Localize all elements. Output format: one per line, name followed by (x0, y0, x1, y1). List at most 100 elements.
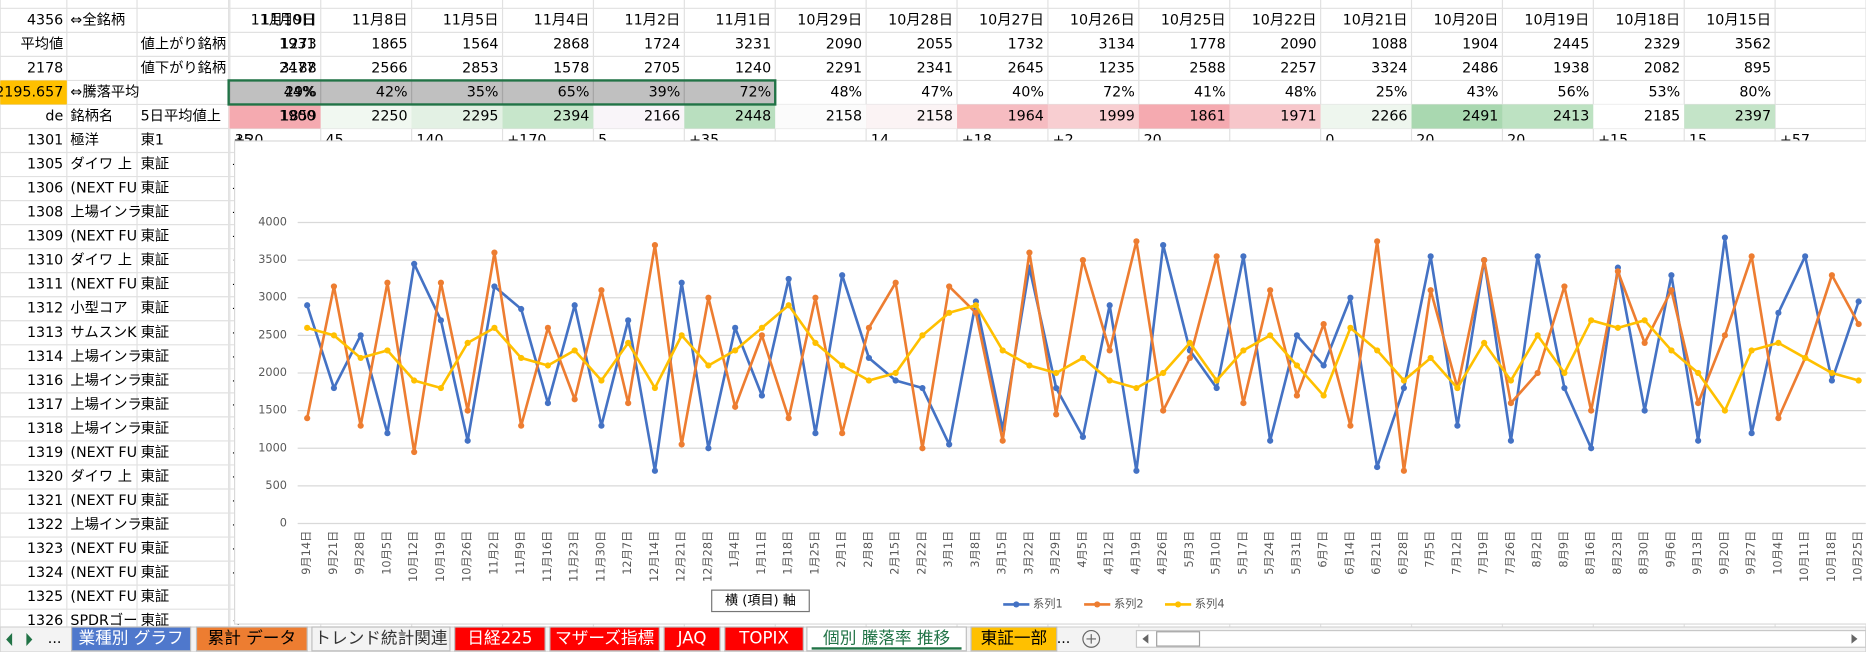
data-point (999, 437, 1006, 444)
data-point (491, 283, 498, 290)
cell-value: 1724 (644, 36, 680, 52)
x-tick-label: 12月28日 (701, 531, 714, 582)
data-point (1454, 384, 1461, 392)
data-point (598, 287, 605, 294)
sheet-tab[interactable] (454, 626, 546, 652)
sheet-tab[interactable] (549, 626, 660, 652)
tab-scroll-right[interactable] (26, 632, 33, 647)
data-point (651, 241, 659, 249)
tooltip-box (711, 589, 810, 613)
cell-label: ダイワ 上 (70, 252, 132, 269)
tab-label[interactable]: 業種別 グラフ (79, 628, 184, 647)
tab-label[interactable]: マザーズ指標 (555, 628, 654, 647)
stock-code: 1314 (27, 349, 63, 365)
cell-value: 2445 (1553, 36, 1589, 52)
stock-code: 1312 (27, 301, 63, 317)
cell-value: 3188 (280, 60, 316, 76)
tab-label[interactable]: 東証一部 (981, 628, 1048, 647)
cell-value: 47% (921, 84, 953, 100)
h-scrollbar[interactable] (1135, 629, 1866, 648)
data-point (1802, 253, 1809, 260)
y-tick-label: 4000 (258, 215, 287, 228)
cell-value: 42% (376, 84, 408, 100)
cell-fill (1684, 104, 1776, 129)
cell-label: 東1 (141, 132, 164, 149)
chart: 0 500 1000 1500 2000 2500 3000 3500 4000 9月14日 9月2… (234, 140, 1866, 625)
cell-fill (411, 104, 503, 129)
tab-label[interactable]: 累計 データ (208, 627, 297, 647)
tab-more[interactable]: ... (48, 631, 62, 647)
tab-label[interactable]: TOPIX (738, 628, 789, 647)
tab-label[interactable]: 個別 騰落率 推移 (823, 628, 950, 647)
cell-value: 1564 (462, 36, 498, 52)
sheet-tab[interactable] (806, 626, 967, 652)
tab-label[interactable]: JAQ (677, 628, 707, 647)
sheet-tab[interactable] (970, 626, 1058, 652)
tab-label[interactable]: 日経225 (467, 628, 532, 647)
data-point (598, 377, 605, 384)
cell-value: 44% (284, 84, 316, 100)
cell-label: 東証 (141, 252, 170, 269)
tab-more[interactable]: ... (1057, 631, 1071, 647)
data-point (571, 396, 578, 403)
data-point (1828, 272, 1835, 279)
data-point (1748, 253, 1755, 260)
cell-value: 2090 (1280, 36, 1316, 52)
stock-code: 1309 (27, 229, 63, 245)
data-point (1588, 407, 1595, 414)
data-point (892, 369, 899, 377)
x-tick-label: 6月28日 (1397, 531, 1410, 575)
sheet-tab[interactable] (71, 626, 192, 652)
y-tick-label: 1500 (258, 404, 287, 417)
data-point (1534, 253, 1541, 260)
cell-value: 65% (558, 84, 590, 100)
data-point (732, 324, 739, 331)
x-tick-label: 12月7日 (621, 531, 634, 575)
data-point (758, 332, 766, 339)
sheet-tab[interactable] (311, 626, 451, 652)
x-tick-label: 5月3日 (1183, 531, 1196, 568)
cell-label: 東証 (141, 588, 170, 605)
x-tick-label: 3月1日 (942, 531, 955, 568)
sheet-tab[interactable] (195, 626, 308, 652)
scroll-right[interactable] (1851, 634, 1858, 644)
sheet-tab[interactable] (663, 626, 721, 652)
cell-label: ⇔騰落平均 (70, 82, 139, 100)
data-point (1053, 369, 1060, 377)
cell-value: 29% (285, 84, 317, 100)
sheet-tab[interactable] (724, 626, 804, 652)
data-point (384, 430, 391, 437)
x-tick-label: 4月5日 (1076, 531, 1089, 568)
data-point (705, 445, 712, 452)
data-point (1695, 369, 1702, 377)
cell-label: 東証 (141, 204, 170, 221)
data-point (972, 309, 980, 316)
scroll-thumb[interactable] (1156, 631, 1201, 647)
data-point (1293, 362, 1301, 369)
data-point (1400, 377, 1408, 384)
cell-value: 1964 (1008, 108, 1044, 124)
cell-label: (NEXT FU (70, 181, 137, 197)
tab-scroll-left[interactable] (6, 632, 13, 647)
data-point (1026, 249, 1033, 256)
cell-label: (NEXT FU (70, 589, 137, 605)
stock-code: 1319 (27, 445, 63, 461)
data-point (678, 441, 685, 448)
data-point (357, 332, 364, 339)
scroll-left[interactable] (1142, 634, 1149, 644)
data-point (1561, 283, 1568, 290)
data-point (384, 279, 391, 286)
stock-code: 1306 (27, 181, 63, 197)
data-point (1106, 377, 1113, 384)
data-point (1695, 400, 1702, 407)
cell-value: 10月28日 (888, 12, 953, 28)
tab-label[interactable]: トレンド統計関連 (314, 628, 447, 647)
data-point (1507, 437, 1514, 444)
data-point (1267, 437, 1274, 444)
x-tick-label: 10月4日 (1771, 531, 1784, 575)
y-tick-label: 1000 (258, 441, 287, 454)
cell-label: 上場インラ (70, 420, 141, 437)
data-point (518, 305, 525, 313)
add-sheet[interactable] (1082, 629, 1101, 648)
